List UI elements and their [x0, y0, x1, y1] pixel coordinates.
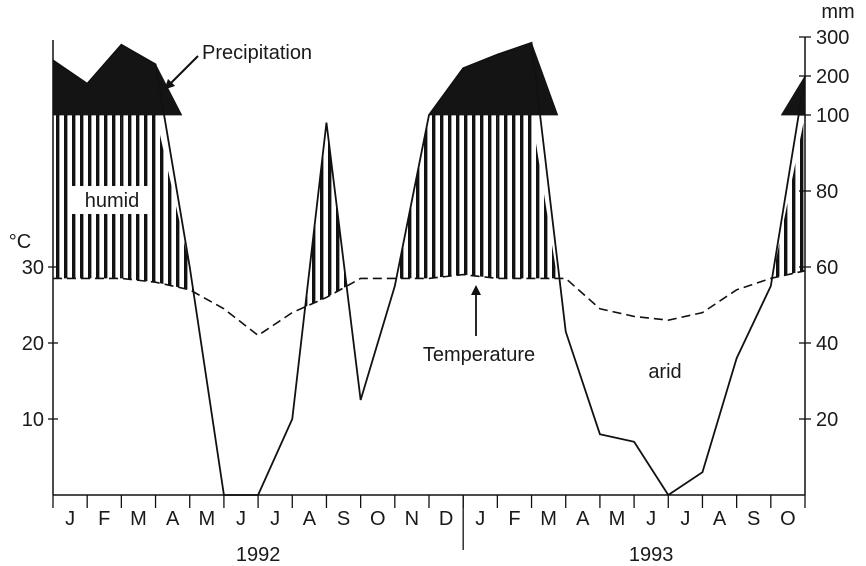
precipitation-annotation: Precipitation	[202, 42, 312, 64]
x-axis-tick-label: N	[405, 508, 419, 530]
right-axis-unit: mm	[821, 1, 854, 23]
precipitation-line	[52, 41, 806, 497]
x-axis-tick-label: S	[337, 508, 350, 530]
precipitation-arrow	[164, 55, 199, 90]
right-axis-tick-label: 300	[816, 27, 849, 49]
precipitation-excess-segment	[86, 43, 122, 116]
year-label: 1993	[629, 544, 674, 566]
x-axis-tick-label: A	[303, 508, 317, 530]
x-axis-tick-label: A	[166, 508, 180, 530]
humid-segment	[772, 115, 805, 279]
x-axis-tick-label: J	[475, 508, 485, 530]
x-axis-tick-label: J	[236, 508, 246, 530]
precipitation-excess-segment	[462, 53, 498, 116]
right-axis-tick-label: 60	[816, 257, 838, 279]
x-axis-tick-label: A	[713, 508, 727, 530]
annotations: Precipitation Temperature humid arid	[72, 42, 682, 383]
year-label: 1992	[236, 544, 281, 566]
left-axis-unit: °C	[9, 231, 31, 253]
arid-annotation: arid	[648, 361, 681, 383]
right-axis-tick-label: 80	[816, 181, 838, 203]
right-axis-tick-label: 40	[816, 333, 838, 355]
humid-segment	[531, 115, 558, 279]
x-axis-tick-label: O	[780, 508, 796, 530]
x-axis-tick-label: A	[576, 508, 590, 530]
left-axis-tick-label: 10	[22, 409, 44, 431]
humid-segment	[155, 115, 190, 290]
x-axis-tick-label: F	[508, 508, 520, 530]
humid-segment	[429, 115, 464, 279]
x-axis-tick-label: J	[270, 508, 280, 530]
x-axis-tick-label: F	[98, 508, 110, 530]
x-axis-tick-label: M	[130, 508, 147, 530]
precipitation-excess-segment	[52, 59, 88, 116]
right-axis-tick-label: 200	[816, 66, 849, 88]
x-axis-tick-label: J	[646, 508, 656, 530]
x-axis-tick-label: D	[439, 508, 453, 530]
humid-segment	[497, 115, 532, 279]
x-axis-tick-label: J	[680, 508, 690, 530]
x-axis-tick-label: J	[65, 508, 75, 530]
x-axis-tick-label: S	[747, 508, 760, 530]
x-axis-tick-label: M	[198, 508, 215, 530]
x-axis-tick-label: M	[609, 508, 626, 530]
temperature-line	[53, 270, 806, 337]
x-axis-tick-label: M	[540, 508, 557, 530]
humid-label-background	[72, 186, 152, 214]
right-axis-tick-label: 100	[816, 105, 849, 127]
temperature-annotation: Temperature	[423, 344, 535, 366]
right-axis-tick-label: 20	[816, 409, 838, 431]
precipitation-excess-area	[52, 42, 806, 116]
humid-annotation: humid	[85, 190, 139, 212]
humid-segment	[53, 115, 88, 279]
left-axis-tick-label: 20	[22, 333, 44, 355]
humid-segment	[463, 115, 498, 279]
left-axis-tick-label: 30	[22, 257, 44, 279]
series-lines	[52, 41, 806, 497]
x-axis-tick-label: O	[370, 508, 386, 530]
